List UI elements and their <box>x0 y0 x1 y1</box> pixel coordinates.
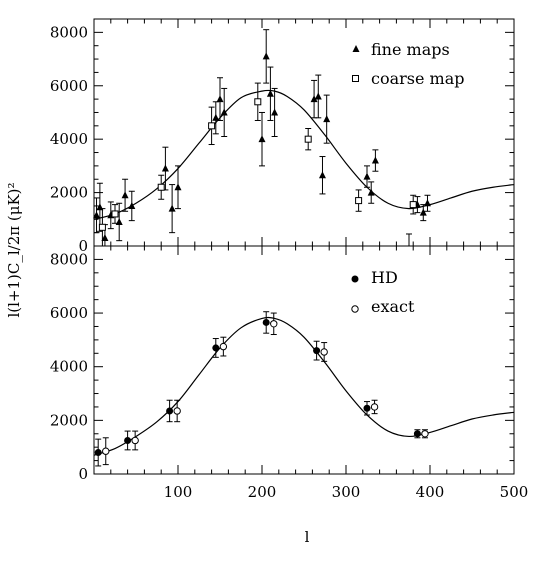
point-fine-maps <box>371 156 379 164</box>
point-fine-maps <box>318 171 326 179</box>
x-tick-label: 500 <box>500 483 529 501</box>
y-tick-label: 8000 <box>50 23 88 41</box>
top-legend: fine maps coarse map <box>352 40 465 88</box>
point-hd <box>212 344 220 352</box>
bottom-legend: HD exact <box>351 268 415 316</box>
point-fine-maps <box>367 188 375 196</box>
legend-label-fine-maps: fine maps <box>371 40 450 59</box>
y-tick-label: 8000 <box>50 250 88 268</box>
point-exact <box>173 407 181 415</box>
axis-ticks <box>93 18 515 475</box>
point-fine-maps <box>161 164 169 172</box>
point-fine-maps <box>314 92 322 100</box>
y-tick-label: 2000 <box>50 184 88 202</box>
point-hd <box>124 436 132 444</box>
point-fine-maps <box>220 108 228 116</box>
point-coarse-map <box>208 122 216 130</box>
point-coarse-map <box>409 201 417 209</box>
point-fine-maps <box>323 115 331 123</box>
y-tick-label: 4000 <box>50 130 88 148</box>
legend-label-exact: exact <box>371 297 415 316</box>
point-fine-maps <box>419 208 427 216</box>
x-tick-label: 200 <box>248 483 277 501</box>
x-tick-labels: 100 200 300 400 500 <box>164 483 529 501</box>
point-fine-maps <box>115 217 123 225</box>
legend-marker-hd <box>351 275 359 283</box>
y-tick-label: 6000 <box>50 304 88 322</box>
point-hd <box>413 430 421 438</box>
point-fine-maps <box>258 135 266 143</box>
point-fine-maps <box>101 233 109 241</box>
x-tick-label: 300 <box>332 483 361 501</box>
point-fine-maps <box>168 204 176 212</box>
point-coarse-map <box>157 183 165 191</box>
model-curves <box>93 89 515 456</box>
point-coarse-map <box>98 223 106 231</box>
point-hd <box>166 407 174 415</box>
data-points <box>93 29 431 467</box>
point-hd <box>94 449 102 457</box>
point-hd <box>313 347 321 355</box>
bottom-panel-frame <box>93 245 515 475</box>
y-tick-label: 2000 <box>50 411 88 429</box>
x-tick-label: 100 <box>164 483 193 501</box>
legend-marker-fine-maps <box>352 45 360 52</box>
point-hd <box>262 318 270 326</box>
point-exact <box>320 348 328 356</box>
point-fine-maps <box>216 95 224 103</box>
point-fine-maps <box>212 113 220 121</box>
y-tick-label: 0 <box>78 237 88 255</box>
model-curve <box>93 89 515 220</box>
point-coarse-map <box>111 210 119 218</box>
point-exact <box>270 320 278 328</box>
model-curve <box>93 316 515 456</box>
point-exact <box>102 447 110 455</box>
point-exact <box>370 403 379 411</box>
x-axis-title: l <box>305 528 310 546</box>
point-fine-maps <box>271 108 279 116</box>
x-tick-label: 400 <box>416 483 445 501</box>
point-hd <box>363 404 371 412</box>
point-fine-maps <box>423 199 431 207</box>
point-fine-maps <box>363 172 371 180</box>
point-fine-maps <box>262 52 270 60</box>
point-exact <box>131 436 139 445</box>
point-exact <box>219 342 228 351</box>
point-fine-maps <box>93 211 101 219</box>
point-fine-maps <box>128 201 136 209</box>
point-fine-maps <box>174 183 182 191</box>
point-coarse-map <box>254 98 262 106</box>
y-axis-title: l(l+1)C_l/2π (μK)² <box>5 182 23 317</box>
point-exact <box>421 430 429 438</box>
y-tick-label: 4000 <box>50 358 88 376</box>
y-tick-label: 6000 <box>50 77 88 95</box>
legend-marker-coarse-map <box>352 75 359 82</box>
legend-label-coarse-map: coarse map <box>371 69 465 88</box>
top-panel-frame <box>93 18 515 247</box>
point-fine-maps <box>310 95 318 103</box>
y-tick-label: 0 <box>78 465 88 483</box>
legend-label-hd: HD <box>371 268 398 287</box>
point-fine-maps <box>121 191 129 199</box>
point-coarse-map <box>355 197 363 205</box>
point-fine-maps <box>266 89 274 97</box>
legend-marker-exact <box>351 305 359 313</box>
point-coarse-map <box>304 135 312 143</box>
